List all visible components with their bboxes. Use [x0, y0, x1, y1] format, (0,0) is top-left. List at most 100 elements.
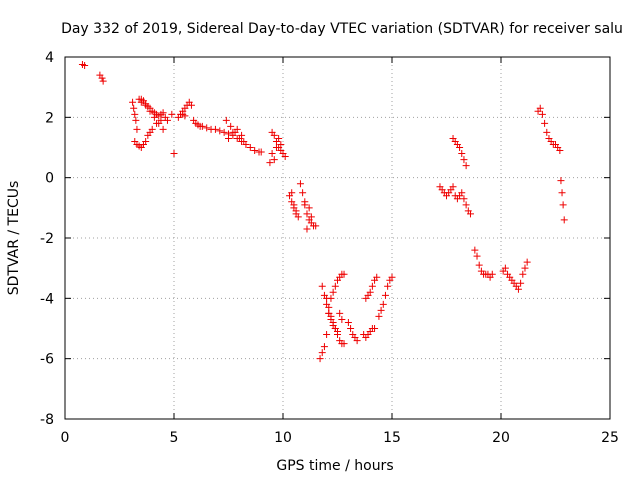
data-point	[294, 213, 302, 221]
data-point	[323, 331, 331, 339]
data-point	[99, 77, 107, 85]
data-point	[316, 355, 324, 363]
data-point	[340, 270, 348, 278]
data-point	[211, 125, 219, 133]
data-point	[307, 213, 315, 221]
data-point	[344, 318, 352, 326]
data-point	[538, 110, 546, 118]
data-point	[347, 325, 355, 332]
data-point	[543, 128, 551, 136]
data-point	[462, 201, 470, 209]
y-tick-label: -6	[40, 352, 54, 368]
data-point	[379, 300, 387, 308]
data-point	[559, 201, 567, 209]
y-tick-label: -4	[40, 291, 54, 307]
data-point	[541, 119, 549, 127]
data-point	[340, 340, 348, 348]
data-point	[301, 198, 309, 206]
data-point	[458, 189, 466, 197]
data-point	[458, 150, 466, 158]
data-point	[277, 140, 285, 148]
x-tick-label: 15	[383, 430, 401, 446]
data-point	[142, 137, 150, 145]
data-point	[371, 325, 379, 332]
data-point	[142, 101, 150, 109]
axis-ticks: 0 5 10 15 20 25 -8 -6 -4 -2 0 2 4	[40, 50, 619, 446]
data-point	[329, 318, 337, 326]
data-point	[246, 144, 254, 151]
data-point	[449, 183, 457, 191]
data-point	[331, 282, 339, 290]
data-point	[471, 246, 479, 254]
data-point	[334, 328, 341, 336]
data-point	[146, 107, 154, 115]
data-point	[299, 189, 307, 197]
data-point	[290, 201, 298, 209]
x-tick-label: 10	[274, 430, 292, 446]
data-point	[251, 147, 259, 155]
data-point	[203, 124, 211, 132]
data-point	[519, 270, 527, 278]
data-point	[216, 127, 224, 135]
data-point	[377, 306, 385, 314]
data-point	[338, 315, 346, 323]
x-tick-label: 20	[492, 430, 510, 446]
data-point	[229, 128, 237, 136]
data-point	[557, 177, 565, 185]
data-point	[133, 125, 141, 133]
data-point	[150, 113, 158, 121]
data-point	[132, 116, 140, 124]
y-axis-label: SDTVAR / TECUs	[6, 181, 22, 296]
data-point	[460, 195, 468, 203]
data-point	[368, 282, 376, 290]
y-tick-label: -8	[40, 412, 54, 428]
y-tick-label: 2	[45, 110, 54, 126]
data-point	[159, 125, 167, 133]
data-point	[375, 312, 383, 320]
data-point	[130, 104, 138, 112]
data-point	[514, 285, 522, 293]
data-point	[303, 225, 311, 233]
data-point	[327, 312, 335, 320]
data-point	[558, 189, 566, 197]
data-point	[220, 128, 228, 136]
data-point	[168, 110, 176, 118]
data-point	[517, 279, 525, 287]
data-point	[240, 137, 248, 145]
data-point	[198, 122, 206, 130]
data-point	[270, 131, 278, 139]
data-point	[556, 147, 564, 155]
data-point	[384, 282, 392, 290]
data-point	[323, 294, 331, 302]
data-point	[281, 153, 289, 161]
data-point	[131, 110, 139, 118]
x-tick-label: 0	[61, 430, 70, 446]
data-point	[296, 180, 304, 188]
data-point	[303, 210, 311, 218]
data-point	[288, 189, 296, 197]
data-point	[488, 270, 496, 278]
data-point	[257, 148, 265, 156]
y-tick-label: 4	[45, 50, 54, 66]
data-point	[222, 116, 230, 124]
data-point	[320, 343, 328, 351]
chart-title: Day 332 of 2019, Sidereal Day-to-day VTE…	[61, 21, 623, 37]
data-point	[129, 98, 137, 106]
data-point	[305, 204, 313, 212]
y-tick-label: -2	[40, 231, 54, 247]
data-point	[460, 156, 468, 164]
data-point	[137, 98, 145, 106]
data-point	[238, 131, 246, 139]
data-point	[227, 122, 235, 130]
data-point	[155, 119, 163, 127]
data-point	[98, 74, 106, 82]
data-series	[78, 61, 568, 363]
data-point	[225, 134, 232, 142]
y-tick-label: 0	[45, 171, 54, 187]
x-tick-label: 25	[601, 430, 619, 446]
data-point	[170, 150, 178, 158]
data-point	[329, 288, 337, 296]
data-point	[325, 303, 333, 311]
data-point	[501, 264, 509, 272]
